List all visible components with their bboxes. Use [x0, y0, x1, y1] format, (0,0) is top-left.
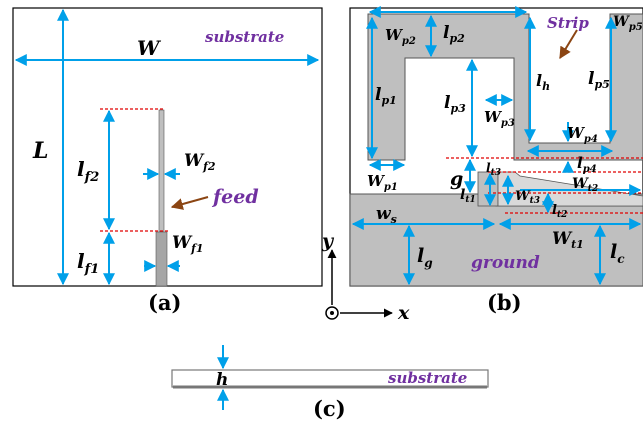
coordinate-axes: y x — [321, 230, 410, 324]
label-lt1: lt1 — [460, 187, 476, 205]
label-lp1: lp1 — [375, 85, 397, 107]
label-wp3: Wp3 — [484, 108, 515, 129]
caption-b: (b) — [487, 290, 522, 315]
label-ws: ws — [376, 204, 397, 226]
label-wt3: Wt3 — [515, 189, 540, 206]
label-lh: lh — [536, 71, 550, 93]
label-W: W — [137, 36, 162, 60]
x-axis-label: x — [397, 302, 410, 324]
feed-line-lower — [155, 231, 168, 287]
label-wp5-partial: Wp5 — [613, 14, 643, 33]
label-lf2: lf2 — [77, 157, 99, 185]
label-lt3: lt3 — [486, 161, 501, 178]
z-axis-out-dot — [330, 311, 334, 315]
label-wf1: Wf1 — [172, 233, 203, 255]
panel-c: h substrate (c) — [171, 345, 489, 421]
label-h: h — [216, 370, 228, 390]
feed-line-upper — [158, 109, 165, 233]
y-axis-label: y — [321, 230, 335, 252]
label-lp4: lp4 — [577, 154, 597, 175]
label-lf1: lf1 — [77, 249, 99, 277]
panel-b: Wp2 lp2 Strip Wp5 lp1 lp3 lh lp5 Wp3 Wp4… — [349, 6, 643, 315]
label-lc: lc — [610, 241, 625, 266]
label-wp2: Wp2 — [385, 26, 416, 47]
feed-label: feed — [211, 186, 259, 208]
substrate-outline-a — [12, 7, 323, 287]
label-wt2: Wt2 — [572, 176, 598, 194]
caption-c: (c) — [313, 396, 346, 421]
caption-a: (a) — [148, 290, 181, 315]
label-lt2: lt2 — [552, 203, 567, 220]
label-wp1: Wp1 — [367, 172, 398, 193]
label-L: L — [32, 138, 48, 164]
label-lp5: lp5 — [588, 69, 610, 91]
label-wt1: Wt1 — [552, 229, 584, 251]
label-wf2: Wf2 — [184, 151, 216, 173]
label-lg: lg — [417, 245, 433, 270]
strip-label: Strip — [547, 14, 589, 32]
substrate-label-a: substrate — [205, 28, 284, 46]
strip-pointer — [559, 29, 578, 60]
panel-a: substrate W L lf2 lf1 Wf2 Wf1 feed (a) — [12, 7, 323, 315]
ground-label: ground — [471, 253, 540, 273]
label-lp3: lp3 — [444, 93, 466, 115]
label-g: g — [450, 168, 463, 190]
label-lp2: lp2 — [443, 23, 465, 45]
feed-pointer — [170, 196, 209, 210]
label-wp4: Wp4 — [567, 124, 598, 145]
substrate-label-c: substrate — [388, 369, 467, 387]
